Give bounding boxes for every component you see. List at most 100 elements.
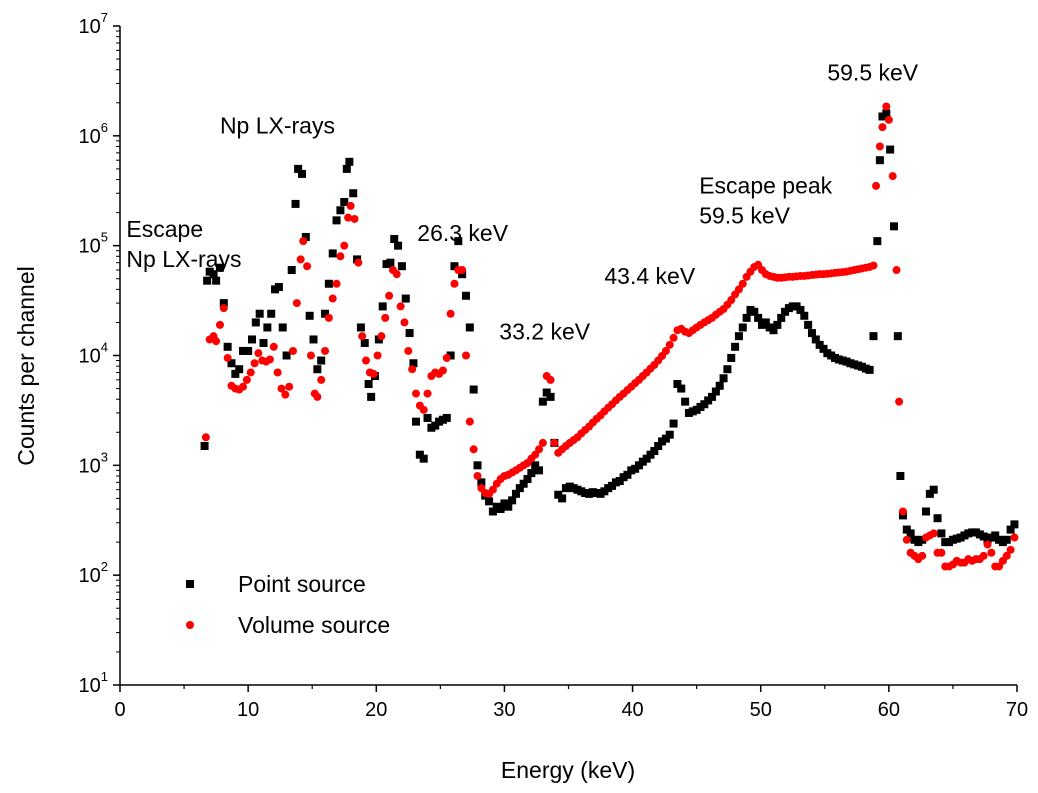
data-point: [215, 320, 224, 329]
data-point: [508, 496, 517, 505]
legend-item: Volume source: [186, 612, 390, 638]
data-point: [244, 346, 253, 355]
data-point: [212, 337, 221, 346]
data-point: [328, 294, 337, 303]
data-point: [328, 249, 337, 258]
annotations: Escape Np LX-rays Np LX-rays 26.3 keV 33.2 k…: [126, 59, 918, 344]
data-point: [519, 479, 528, 488]
data-point: [777, 313, 786, 322]
legend-marker: [186, 580, 194, 588]
data-point: [661, 346, 670, 355]
data-point: [811, 335, 820, 344]
data-point: [496, 505, 505, 514]
x-tick-label: 40: [621, 699, 643, 721]
data-point: [461, 291, 470, 300]
data-point: [396, 302, 405, 311]
data-point: [734, 332, 743, 341]
data-point: [294, 164, 303, 173]
data-point: [356, 323, 365, 332]
data-point: [350, 214, 359, 223]
data-point: [251, 318, 260, 327]
data-point: [313, 365, 322, 374]
data-point: [550, 438, 559, 447]
data-point: [358, 332, 367, 341]
data-point: [898, 507, 907, 516]
data-point: [336, 206, 345, 215]
data-point: [364, 380, 373, 389]
data-point: [804, 320, 813, 329]
annotation: 33.2 keV: [499, 318, 590, 344]
data-point: [309, 335, 318, 344]
annotation: Np LX-rays: [220, 113, 335, 139]
data-point: [669, 333, 678, 342]
data-point: [727, 353, 736, 362]
y-tick-label: 103: [79, 449, 108, 477]
data-point: [515, 484, 524, 493]
data-point: [392, 270, 401, 279]
data-point: [1010, 533, 1019, 542]
data-point: [896, 471, 905, 480]
data-point: [227, 359, 236, 368]
data-point: [235, 365, 244, 374]
data-point: [665, 340, 674, 349]
data-point: [488, 485, 497, 494]
data-point: [274, 283, 283, 292]
data-point: [254, 349, 263, 358]
data-point: [458, 270, 467, 279]
data-point: [367, 392, 376, 401]
x-tick-label: 10: [237, 699, 259, 721]
data-point: [511, 489, 520, 498]
data-point: [458, 266, 467, 275]
data-point: [715, 381, 724, 390]
data-point: [446, 309, 455, 318]
data-point: [345, 157, 354, 166]
data-point: [231, 369, 240, 378]
data-points: [200, 102, 1019, 571]
data-point: [750, 307, 759, 316]
data-point: [807, 329, 816, 338]
data-point: [546, 392, 555, 401]
data-point: [247, 335, 256, 344]
data-point: [933, 514, 942, 523]
y-tick-label: 107: [79, 10, 108, 38]
data-point: [412, 417, 421, 426]
axis-ticks: 0 10 20 30 40 50 60 70 101 102 103 104 105 106 107: [79, 10, 1029, 721]
data-point: [267, 309, 276, 318]
data-point: [390, 235, 399, 244]
data-point: [558, 494, 567, 503]
data-point: [929, 529, 938, 538]
data-point: [979, 551, 988, 560]
data-point: [773, 320, 782, 329]
data-point: [983, 540, 992, 549]
x-tick-label: 30: [493, 699, 515, 721]
data-point: [219, 299, 228, 308]
data-point: [354, 258, 363, 267]
data-point: [937, 529, 946, 538]
y-axis-label: Counts per channel: [13, 266, 39, 465]
data-point: [542, 388, 551, 397]
data-point: [882, 109, 891, 118]
data-point: [738, 279, 747, 288]
x-tick-label: 60: [878, 699, 900, 721]
data-point: [504, 502, 513, 511]
data-point: [485, 497, 494, 506]
data-point: [1006, 525, 1015, 534]
data-point: [306, 351, 315, 360]
data-point: [888, 172, 897, 181]
data-point: [223, 342, 232, 351]
data-point: [469, 385, 478, 394]
data-point: [215, 263, 224, 272]
data-point: [473, 471, 482, 480]
data-point: [922, 507, 931, 516]
annotation: 43.4 keV: [604, 263, 695, 289]
data-point: [408, 365, 417, 374]
data-point: [875, 142, 884, 151]
y-tick-label: 104: [79, 340, 108, 368]
data-point: [527, 469, 536, 478]
data-point: [865, 365, 874, 374]
data-point: [819, 344, 828, 353]
data-point: [301, 232, 310, 241]
data-point: [212, 276, 221, 285]
data-point: [800, 311, 809, 320]
data-point: [419, 405, 428, 414]
